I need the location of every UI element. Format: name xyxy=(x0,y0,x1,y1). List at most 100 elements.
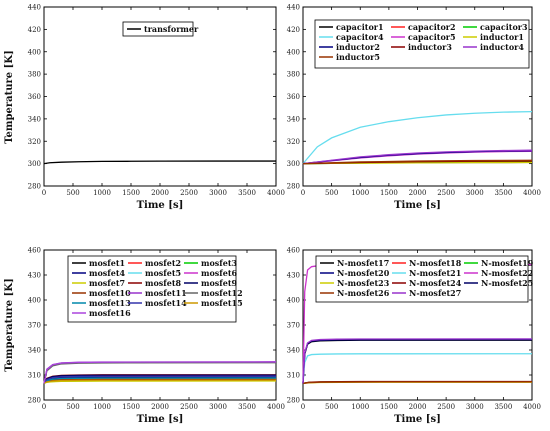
y-tick-label: 300 xyxy=(28,160,41,168)
y-tick-label: 400 xyxy=(287,48,300,56)
legend-box xyxy=(122,21,194,37)
x-tick-label: 3500 xyxy=(494,403,512,411)
legend-box xyxy=(315,255,529,303)
y-tick-label: 320 xyxy=(287,138,300,146)
legend-label: mosfet8 xyxy=(145,278,182,288)
chart-panel-2: 0 500 1000 1500 2000 2500 3000 3500 4000 280 300 32… xyxy=(287,4,541,212)
y-tick-label: 280 xyxy=(28,183,41,191)
y-tick-label: 280 xyxy=(287,183,300,191)
x-tick-label: 2500 xyxy=(437,403,455,411)
y-tick-label: 280 xyxy=(28,397,41,405)
x-tick-label: 2000 xyxy=(409,403,427,411)
y-tick-label: 360 xyxy=(28,93,41,101)
series-line-mosfet14 xyxy=(43,375,277,384)
x-tick-label: 1500 xyxy=(380,189,398,197)
series-line-capacitor4 xyxy=(302,110,533,165)
x-axis-label: Time [s] xyxy=(137,414,184,425)
y-tick-label: 340 xyxy=(287,347,300,355)
legend-label: mosfet7 xyxy=(89,278,125,288)
legend-label: N-mosfet21 xyxy=(409,268,461,278)
legend-label: N-mosfet23 xyxy=(337,278,390,288)
chart-panel-3: 0 500 1000 1500 2000 2500 3000 3500 4000 280 310 34… xyxy=(4,247,285,426)
legend-label: N-mosfet19 xyxy=(481,258,534,268)
legend-label: N-mosfet18 xyxy=(409,258,462,268)
x-tick-label: 1500 xyxy=(122,189,140,197)
x-tick-label: 2500 xyxy=(437,189,455,197)
series-line-N-mosfet27 xyxy=(302,338,533,384)
x-tick-label: 500 xyxy=(325,189,338,197)
x-tick-label: 2500 xyxy=(180,189,198,197)
x-tick-label: 3500 xyxy=(494,189,512,197)
y-tick-label: 370 xyxy=(287,322,300,330)
series-line-N-mosfet21 xyxy=(302,353,533,384)
x-tick-label: 0 xyxy=(301,403,305,411)
legend-box xyxy=(314,19,530,69)
y-tick-label: 460 xyxy=(28,247,41,255)
x-tick-label: 4000 xyxy=(267,403,285,411)
y-tick-label: 340 xyxy=(28,115,41,123)
x-axis-label: Time [s] xyxy=(137,200,184,211)
legend-label: mosfet3 xyxy=(201,258,238,268)
y-tick-label: 430 xyxy=(287,272,300,280)
x-tick-label: 0 xyxy=(42,189,46,197)
legend-label: inductor1 xyxy=(480,32,524,42)
x-tick-label: 3000 xyxy=(466,189,484,197)
legend-label: N-mosfet17 xyxy=(337,258,389,268)
legend-label: mosfet11 xyxy=(145,288,187,298)
legend-label: inductor4 xyxy=(480,42,524,52)
legend-label: mosfet5 xyxy=(145,268,181,278)
series-line-transformer xyxy=(43,160,276,165)
legend-label: N-mosfet25 xyxy=(481,278,533,288)
x-tick-label: 3500 xyxy=(238,189,256,197)
y-tick-label: 340 xyxy=(28,347,41,355)
legend-label: inductor2 xyxy=(336,42,380,52)
legend-label: mosfet10 xyxy=(89,288,131,298)
x-tick-label: 1000 xyxy=(93,403,111,411)
legend-label: N-mosfet20 xyxy=(337,268,390,278)
x-tick-label: 4000 xyxy=(523,403,541,411)
chart-panel-4: 0 500 1000 1500 2000 2500 3000 3500 4000 280 310 34… xyxy=(287,247,541,426)
y-axis-label: Temperature [K] xyxy=(4,50,15,144)
legend-label: mosfet4 xyxy=(89,268,126,278)
x-axis-label: Time [s] xyxy=(394,414,441,425)
y-tick-label: 380 xyxy=(28,71,41,79)
legend-label: N-mosfet22 xyxy=(481,268,533,278)
legend-label: mosfet1 xyxy=(89,258,125,268)
x-tick-label: 500 xyxy=(325,403,338,411)
y-tick-label: 310 xyxy=(287,372,300,380)
y-tick-label: 310 xyxy=(28,372,41,380)
legend-label: transformer xyxy=(144,24,199,34)
x-tick-label: 2000 xyxy=(409,189,427,197)
y-tick-label: 360 xyxy=(287,93,300,101)
y-tick-label: 380 xyxy=(287,71,300,79)
legend-label: N-mosfet26 xyxy=(337,288,390,298)
x-axis-label: Time [s] xyxy=(394,200,441,211)
y-tick-label: 280 xyxy=(287,397,300,405)
series-line-inductor4 xyxy=(302,149,533,165)
y-tick-label: 400 xyxy=(28,297,41,305)
x-tick-label: 4000 xyxy=(267,189,285,197)
plot-frame xyxy=(43,6,277,187)
series-line-N-mosfet26 xyxy=(302,381,533,384)
x-tick-label: 4000 xyxy=(523,189,541,197)
y-tick-label: 440 xyxy=(28,4,41,12)
chart-panel-1: 0 500 1000 1500 2000 2500 3000 3500 4000 280 300 32… xyxy=(4,4,285,212)
legend-label: capacitor5 xyxy=(408,32,456,42)
y-axis-label: Temperature [K] xyxy=(4,278,15,372)
y-tick-label: 460 xyxy=(287,247,300,255)
legend-box xyxy=(67,255,237,323)
x-tick-label: 1500 xyxy=(380,403,398,411)
legend-label: mosfet14 xyxy=(145,298,187,308)
y-tick-label: 340 xyxy=(287,115,300,123)
legend-label: N-mosfet27 xyxy=(409,288,461,298)
legend-label: capacitor2 xyxy=(408,22,456,32)
legend-label: mosfet9 xyxy=(201,278,238,288)
x-tick-label: 2000 xyxy=(151,189,169,197)
x-tick-label: 1000 xyxy=(351,189,369,197)
y-tick-label: 420 xyxy=(28,26,41,34)
legend-label: mosfet12 xyxy=(201,288,243,298)
legend-label: mosfet13 xyxy=(89,298,131,308)
y-tick-label: 300 xyxy=(287,160,300,168)
x-tick-label: 1000 xyxy=(93,189,111,197)
